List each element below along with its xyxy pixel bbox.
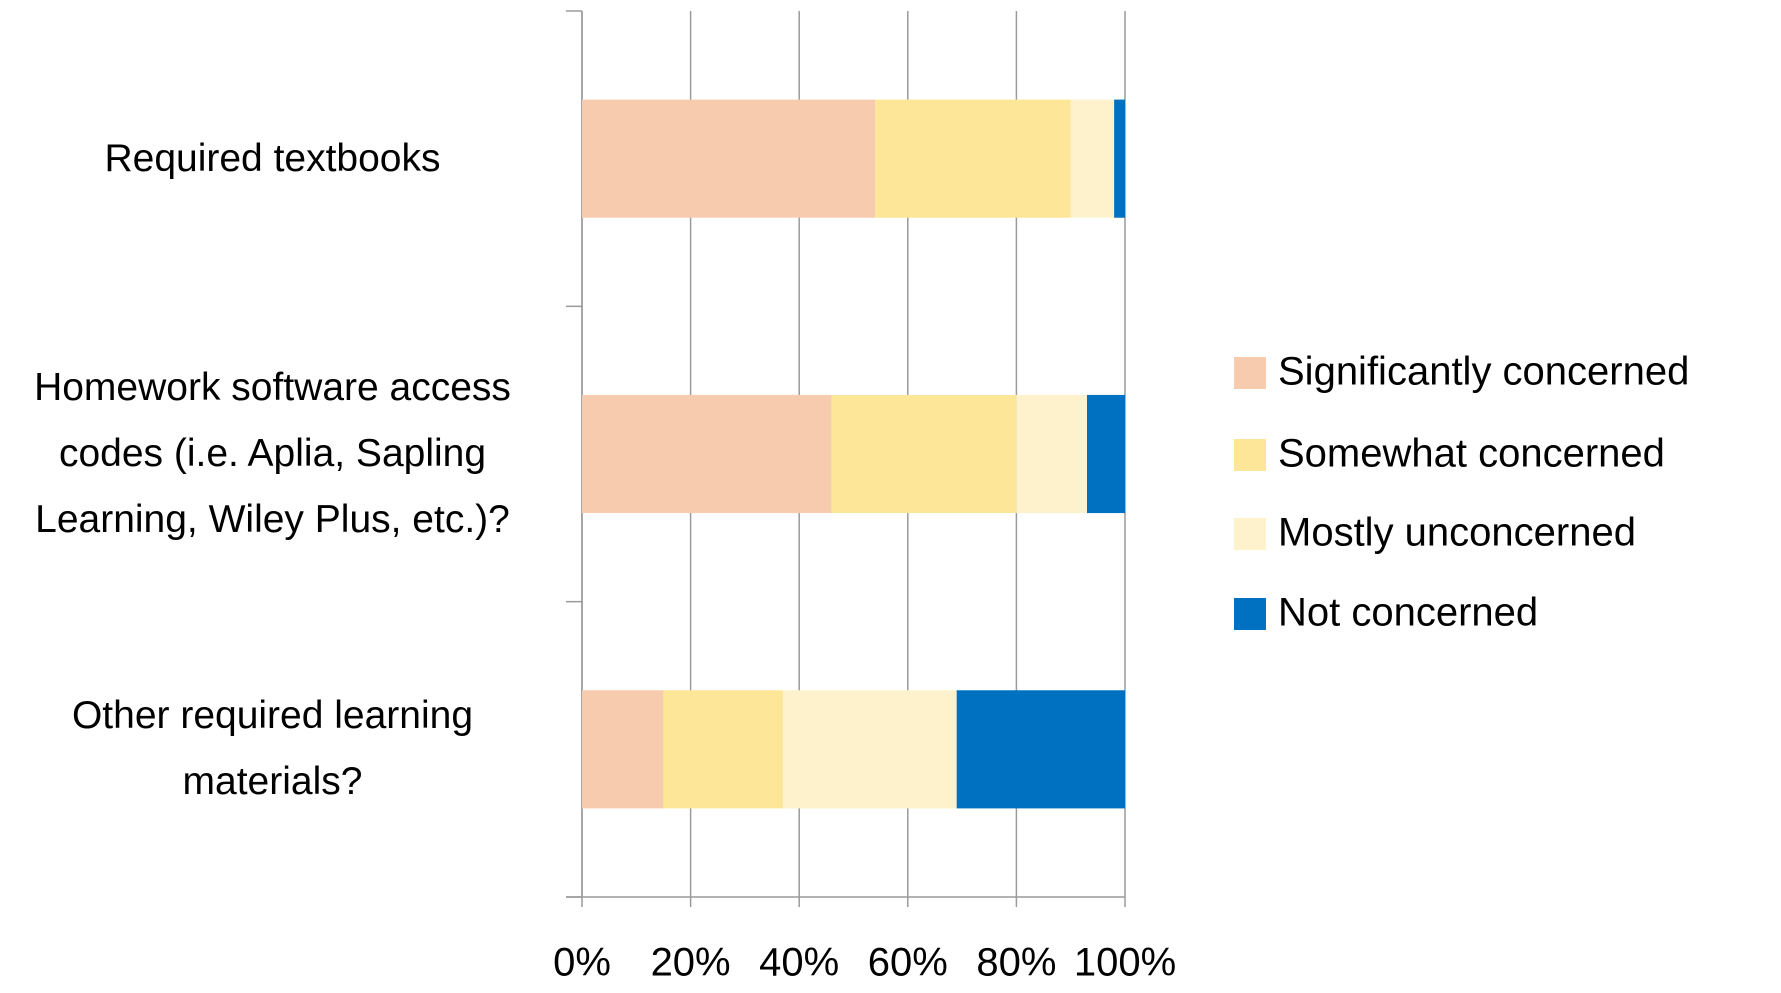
x-tick-label: 20% [651, 941, 731, 985]
x-tick-label: 40% [759, 941, 839, 985]
bar-segment [1070, 99, 1115, 218]
bar-segment [875, 99, 1071, 218]
x-tick-label: 0% [553, 941, 611, 985]
bar-segment [663, 690, 783, 809]
legend-label: Not concerned [1278, 591, 1538, 635]
bar-segment [831, 394, 1017, 514]
legend-label: Mostly unconcerned [1278, 511, 1636, 555]
y-tick-label: Homework software access codes (i.e. Apl… [34, 366, 511, 541]
x-tick-label: 80% [976, 941, 1056, 985]
legend-swatch [1234, 357, 1266, 389]
bar-segment [782, 690, 957, 809]
y-tick-label: Required textbooks [104, 136, 441, 180]
bar-segment [1114, 99, 1125, 218]
bar-segment [582, 690, 664, 809]
y-tick-label: Other required learning materials? [71, 694, 474, 804]
legend-swatch [1234, 518, 1266, 550]
bar-segment [956, 690, 1125, 809]
bar-segment [582, 99, 876, 218]
x-tick-label: 60% [868, 941, 948, 985]
legend-swatch [1234, 598, 1266, 630]
legend-label: Somewhat concerned [1278, 432, 1665, 476]
x-tick-label: 100% [1074, 941, 1176, 985]
bar-segment [1016, 394, 1087, 514]
legend-label: Significantly concerned [1278, 350, 1689, 394]
legend-swatch [1234, 439, 1266, 471]
bar-segment [582, 394, 832, 514]
bar-segment [1086, 394, 1125, 514]
